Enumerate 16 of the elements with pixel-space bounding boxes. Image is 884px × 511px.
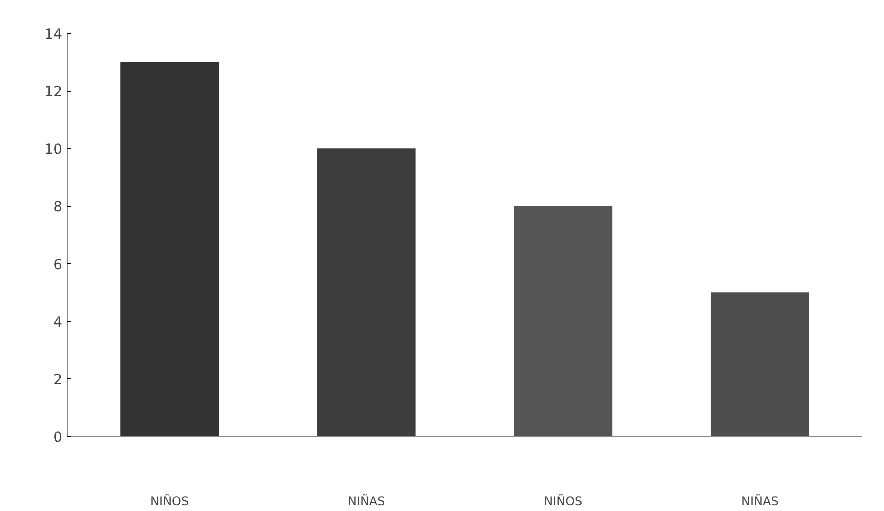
x-tick-label: NIÑAS	[742, 494, 779, 508]
y-tick-label: 6	[54, 257, 63, 274]
bar	[710, 292, 810, 436]
bar	[317, 148, 416, 436]
bar	[120, 62, 220, 436]
y-tick-label: 12	[44, 84, 63, 101]
y-tick-label: 4	[54, 314, 63, 331]
x-tick-label: NIÑAS	[348, 494, 386, 508]
x-tick-label: NIÑOS	[544, 494, 583, 508]
y-tick-label: 0	[54, 430, 63, 446]
y-tick-label: 8	[54, 200, 63, 216]
x-tick-label: NIÑOS	[150, 494, 190, 508]
y-tick-label: 2	[54, 372, 63, 388]
y-tick-label: 10	[44, 142, 63, 158]
y-tick-label: 14	[44, 27, 63, 43]
bar	[514, 206, 613, 436]
